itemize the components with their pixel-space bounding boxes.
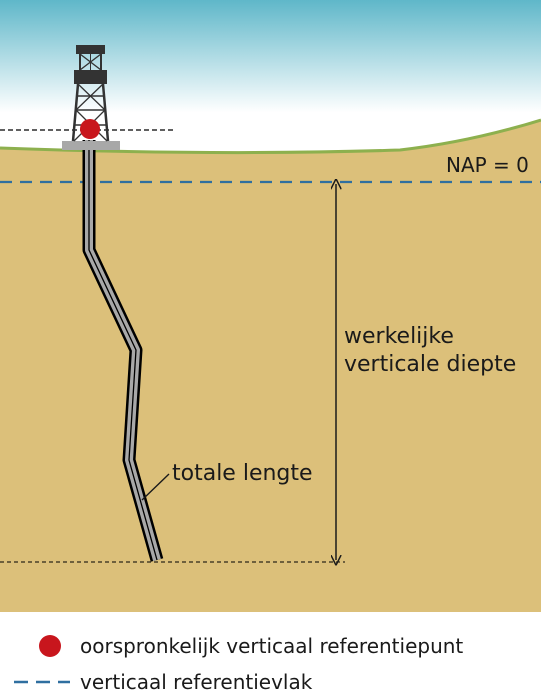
total-length-leader-line [141, 473, 170, 501]
well-bore-centerline [88, 140, 158, 561]
depth-label-line1: werkelijke [344, 324, 454, 349]
legend-plane-label: verticaal referentievlak [80, 670, 313, 694]
ground-surface-grass [0, 118, 541, 155]
legend-point-label: oorspronkelijk verticaal referentiepunt [80, 634, 463, 658]
legend-point-icon [39, 635, 61, 657]
drilling-rig-icon [62, 45, 120, 150]
nap-label: NAP = 0 [446, 153, 529, 177]
legend: oorspronkelijk verticaal referentiepunt … [14, 634, 463, 694]
rig-base-platform [62, 141, 120, 150]
depth-label-line2: verticale diepte [344, 352, 516, 377]
reference-point-marker [80, 119, 100, 139]
total-length-label: totale lengte [172, 461, 313, 486]
